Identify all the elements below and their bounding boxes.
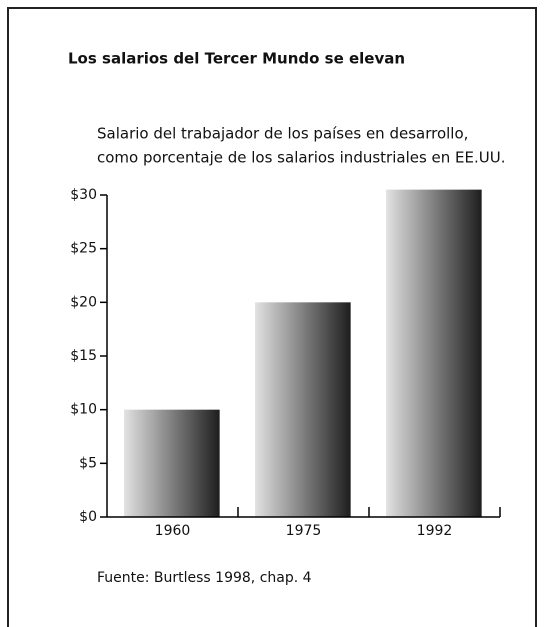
x-tick-label: 1975 xyxy=(286,523,322,539)
y-tick-label: $30 xyxy=(70,187,97,203)
subtitle: Salario del trabajador de los países en … xyxy=(97,125,468,143)
y-tick-label: $10 xyxy=(70,402,97,418)
x-tick-label: 1992 xyxy=(417,523,453,539)
source: Fuente: Burtless 1998, chap. 4 xyxy=(97,570,312,586)
y-tick-label: $20 xyxy=(70,294,97,310)
x-tick-label: 1960 xyxy=(155,523,191,539)
bar xyxy=(386,189,482,517)
y-tick-label: $0 xyxy=(79,509,97,525)
y-tick-label: $5 xyxy=(79,455,97,471)
subtitle: como porcentaje de los salarios industri… xyxy=(97,149,506,167)
bar xyxy=(124,409,220,517)
y-tick-label: $25 xyxy=(70,241,97,257)
chart-title: Los salarios del Tercer Mundo se elevan xyxy=(68,50,405,68)
bar xyxy=(255,302,351,517)
y-tick-label: $15 xyxy=(70,348,97,364)
